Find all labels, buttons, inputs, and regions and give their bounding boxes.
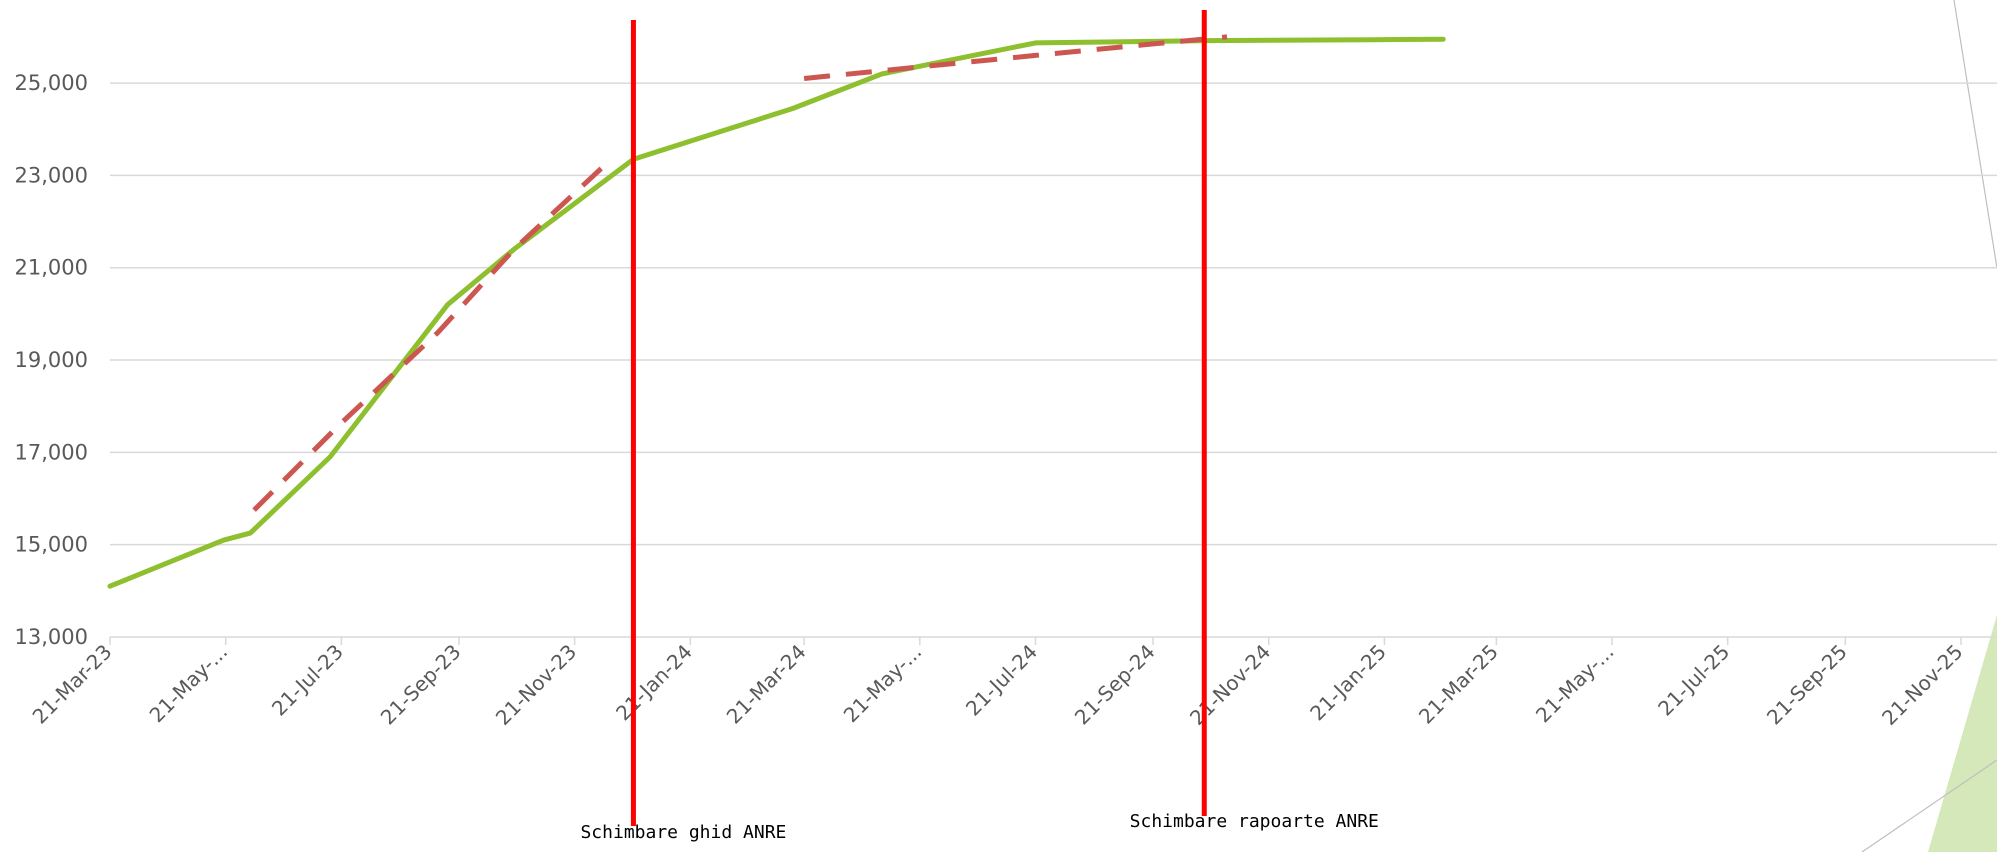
x-tick-label: 21-May-... (1531, 640, 1619, 728)
y-tick-label: 19,000 (15, 348, 88, 372)
y-tick-label: 21,000 (15, 256, 88, 280)
x-tick-label: 21-Sep-25 (1762, 640, 1852, 730)
decor-line-top (1953, 0, 1997, 269)
x-tick-label: 21-Jan-24 (611, 640, 697, 726)
annotation-label: Schimbare rapoarte ANRE (1130, 811, 1379, 832)
x-tick-label: 21-Nov-25 (1877, 640, 1967, 730)
x-tick-label: 21-May-... (839, 640, 927, 728)
slide-decoration (1861, 0, 1997, 852)
x-tick-label: 21-Nov-24 (1185, 640, 1275, 730)
decor-green-triangle (1928, 615, 1997, 852)
x-tick-label: 21-Mar-24 (722, 640, 811, 729)
trend-line-dashed (803, 34, 1228, 81)
annotation-label: Schimbare ghid ANRE (580, 822, 786, 843)
y-tick-label: 25,000 (15, 71, 88, 95)
x-tick-label: 21-May-... (145, 640, 233, 728)
y-tick-label: 17,000 (15, 440, 88, 464)
x-tick-label: 21-Mar-23 (28, 640, 117, 729)
series-lines (107, 34, 1446, 589)
decor-line-bottom (1861, 759, 1997, 852)
x-tick-label: 21-Nov-23 (491, 640, 581, 730)
series-line (107, 36, 1446, 589)
y-tick-label: 13,000 (15, 625, 88, 649)
x-tick-label: 21-Jul-25 (1653, 640, 1734, 721)
x-axis-ticks: 21-Mar-23 21-May-... 21-Jul-23 21-Sep-23 21-… (28, 637, 1968, 730)
y-tick-label: 23,000 (15, 163, 88, 187)
x-tick-label: 21-Jul-23 (267, 640, 348, 721)
annotations: Schimbare ghid ANRE Schimbare rapoarte AN… (580, 10, 1379, 843)
x-tick-label: 21-Sep-23 (376, 640, 466, 730)
x-tick-label: 21-Mar-25 (1414, 640, 1503, 729)
x-tick-label: 21-Jul-24 (961, 640, 1042, 721)
x-tick-label: 21-Sep-24 (1070, 640, 1160, 730)
gridlines (110, 82, 1997, 546)
y-tick-label: 15,000 (15, 533, 88, 557)
y-axis-ticks: 13,000 15,000 17,000 19,000 21,000 23,000 25,0… (15, 71, 88, 649)
x-tick-label: 21-Jan-25 (1305, 640, 1391, 726)
